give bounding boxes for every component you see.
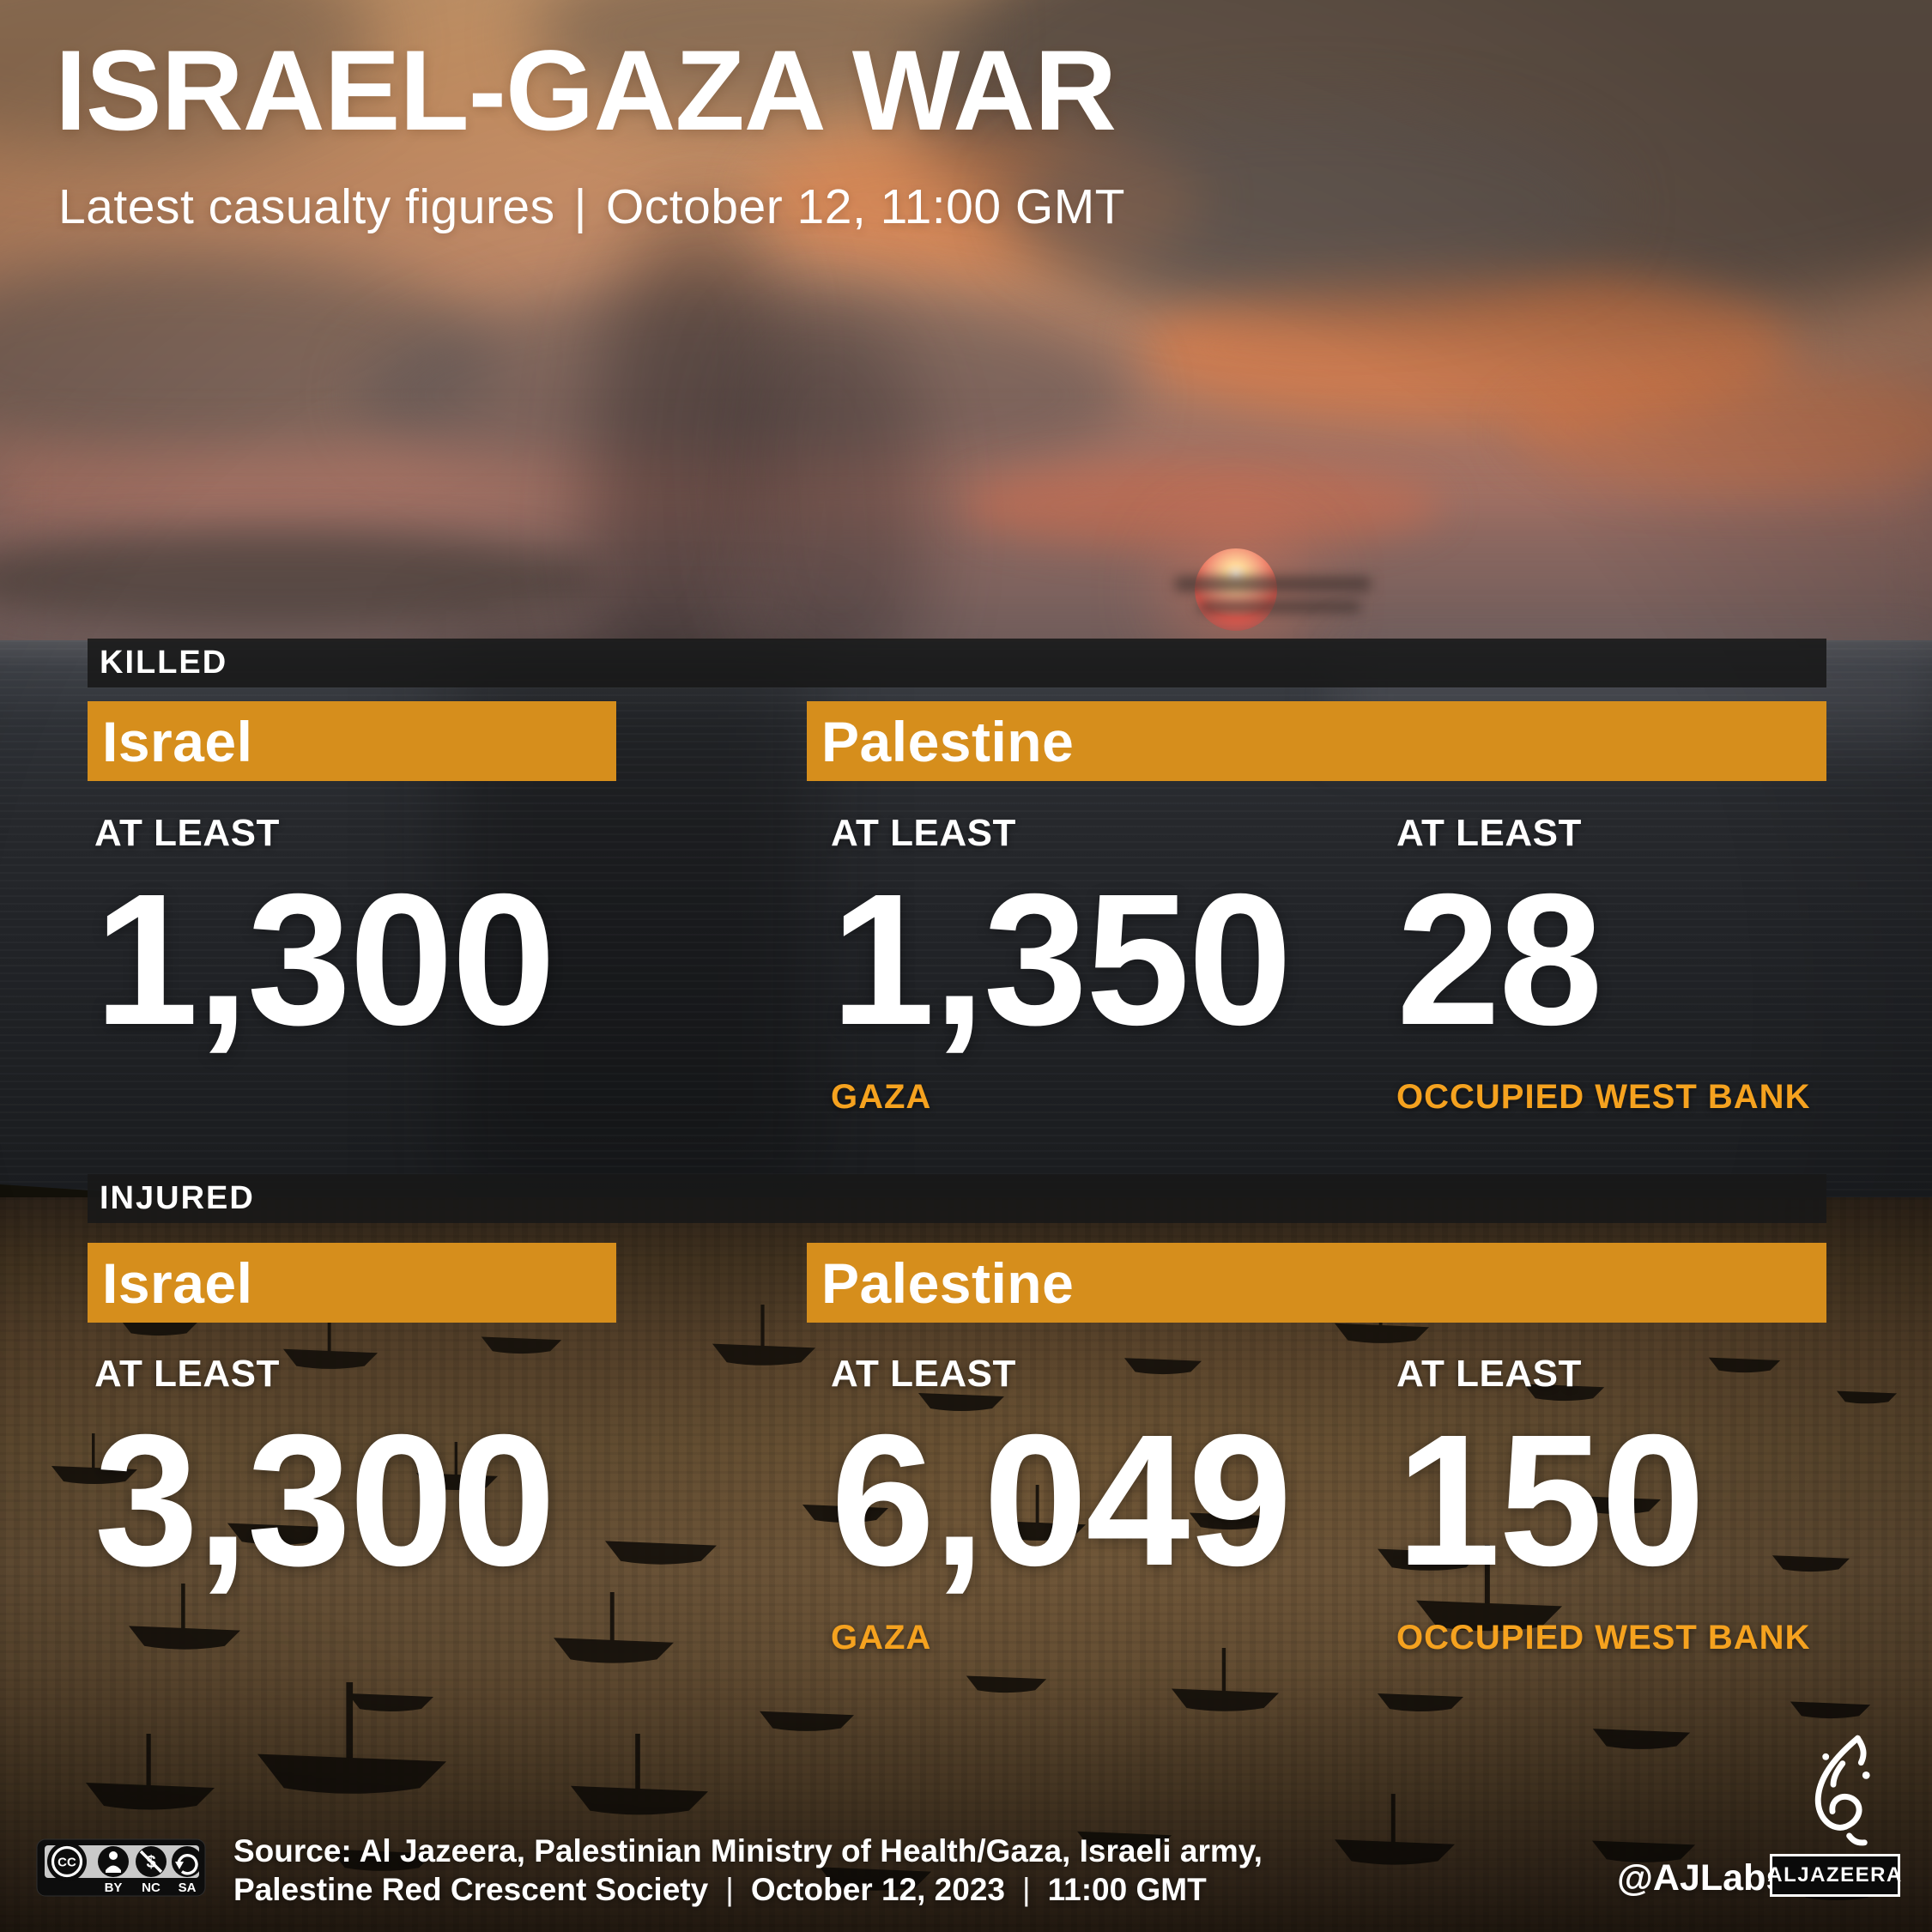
- cc-nc-label: NC: [142, 1881, 160, 1895]
- stat-killed-west-bank: AT LEAST 28 OCCUPIED WEST BANK: [1396, 812, 1810, 1117]
- source-date: October 12, 2023: [750, 1872, 1005, 1908]
- stat-injured-israel: AT LEAST 3,300: [94, 1353, 556, 1605]
- country-bar-palestine-killed: Palestine: [807, 701, 1826, 781]
- cc-nc-icon: $: [136, 1846, 167, 1877]
- source-org: Palestine Red Crescent Society: [233, 1872, 709, 1908]
- section-label-killed: KILLED: [88, 639, 1826, 687]
- cc-icon: CC: [47, 1842, 87, 1881]
- cc-by-label: BY: [105, 1881, 123, 1895]
- country-label: Israel: [102, 709, 253, 773]
- ajlabs-handle: @AJLabs: [1617, 1857, 1787, 1899]
- stat-region-label: GAZA: [831, 1619, 932, 1656]
- country-bar-israel-injured: Israel: [88, 1243, 616, 1323]
- stat-qualifier: AT LEAST: [831, 812, 1016, 854]
- country-label: Palestine: [821, 1251, 1075, 1315]
- stat-injured-gaza: AT LEAST 6,049 GAZA: [831, 1353, 1293, 1657]
- stat-value: 28: [1396, 856, 1602, 1064]
- stat-region-label: GAZA: [831, 1078, 932, 1116]
- stat-killed-gaza: AT LEAST 1,350 GAZA: [831, 812, 1293, 1117]
- cc-sa-icon: [172, 1846, 203, 1877]
- stat-value: 6,049: [831, 1396, 1293, 1605]
- source-line-2: Palestine Red Crescent Society | October 1…: [233, 1870, 1263, 1909]
- stat-killed-israel: AT LEAST 1,300: [94, 812, 556, 1064]
- stat-value: 1,300: [94, 856, 556, 1064]
- stat-value: 1,350: [831, 856, 1293, 1064]
- country-bar-palestine-injured: Palestine: [807, 1243, 1826, 1323]
- section-label-injured: INJURED: [88, 1174, 1826, 1223]
- country-label: Israel: [102, 1251, 253, 1315]
- creative-commons-license-badge: CC $ BY NC SA: [36, 1838, 206, 1897]
- stat-value: 3,300: [94, 1396, 556, 1605]
- stat-value: 150: [1396, 1396, 1705, 1605]
- stat-qualifier: AT LEAST: [1396, 812, 1582, 854]
- source-time: 11:00 GMT: [1047, 1872, 1207, 1908]
- svg-text:CC: CC: [58, 1856, 76, 1870]
- source-line-1: Source: Al Jazeera, Palestinian Ministry…: [233, 1833, 1263, 1868]
- stat-injured-west-bank: AT LEAST 150 OCCUPIED WEST BANK: [1396, 1353, 1810, 1657]
- stat-qualifier: AT LEAST: [94, 1353, 280, 1395]
- cc-by-icon: [98, 1846, 129, 1877]
- country-bar-israel-killed: Israel: [88, 701, 616, 781]
- source-attribution: Source: Al Jazeera, Palestinian Ministry…: [233, 1832, 1263, 1909]
- subtitle-text: Latest casualty figures: [58, 179, 555, 234]
- subtitle-date: October 12, 11:00 GMT: [605, 179, 1126, 234]
- stat-qualifier: AT LEAST: [94, 812, 280, 854]
- stat-qualifier: AT LEAST: [831, 1353, 1016, 1395]
- al-jazeera-calligraphy-logo: [1814, 1735, 1870, 1846]
- al-jazeera-wordmark: ALJAZEERA: [1767, 1854, 1903, 1897]
- stat-qualifier: AT LEAST: [1396, 1353, 1582, 1395]
- country-label: Palestine: [821, 709, 1075, 773]
- al-jazeera-wordmark-text: ALJAZEERA: [1767, 1863, 1903, 1887]
- section-label-text: INJURED: [100, 1180, 255, 1216]
- stat-region-label: OCCUPIED WEST BANK: [1396, 1619, 1811, 1656]
- source-separator: |: [725, 1872, 734, 1908]
- sky-background: [0, 0, 1932, 652]
- cc-sa-label: SA: [179, 1881, 197, 1895]
- subtitle-separator: |: [573, 179, 587, 234]
- page-subtitle: Latest casualty figures | October 12, 11:0…: [58, 179, 1125, 235]
- stat-region-label: OCCUPIED WEST BANK: [1396, 1078, 1811, 1116]
- source-separator: |: [1021, 1872, 1031, 1908]
- page-title: ISRAEL-GAZA WAR: [55, 27, 1117, 154]
- section-label-text: KILLED: [100, 645, 228, 681]
